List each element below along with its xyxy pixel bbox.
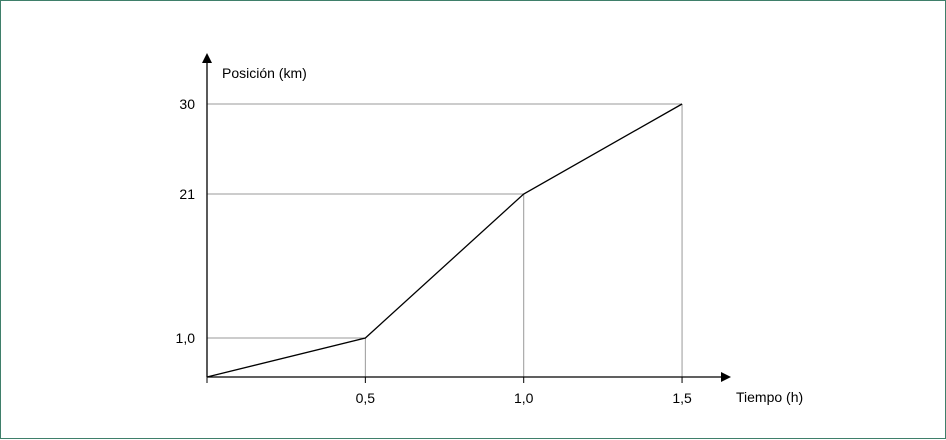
y-tick-label: 30: [179, 96, 195, 112]
series-line: [206, 103, 683, 378]
y-tick-label: 1,0: [176, 330, 196, 346]
y-axis-label: Posición (km): [222, 65, 307, 81]
guide-lines: [207, 103, 683, 377]
x-tick-label: 0,5: [356, 390, 376, 406]
x-tick-marks: [206, 377, 683, 383]
x-tick-label: 1,5: [672, 390, 692, 406]
x-tick-labels: 0,5 1,0 1,5: [356, 390, 692, 406]
x-tick-label: 1,0: [514, 390, 534, 406]
x-axis-label: Tiempo (h): [736, 389, 803, 405]
y-tick-labels: 1,0 21 30: [176, 96, 196, 346]
y-tick-label: 21: [179, 186, 195, 202]
